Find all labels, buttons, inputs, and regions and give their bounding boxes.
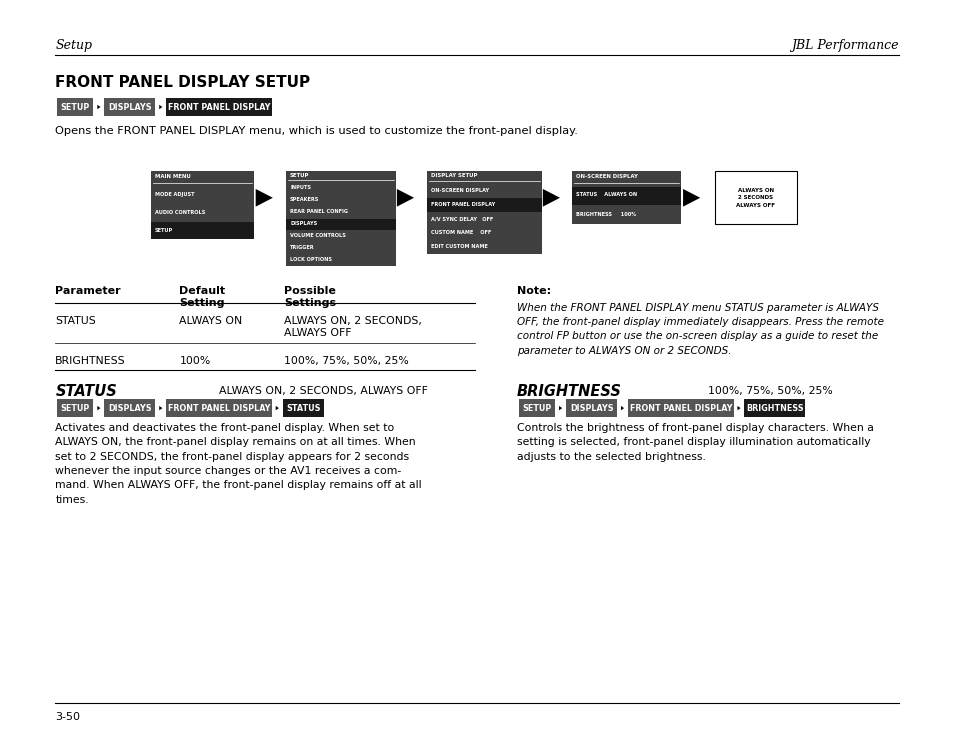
Text: SETUP: SETUP xyxy=(522,404,551,413)
Text: adjusts to the selected brightness.: adjusts to the selected brightness. xyxy=(517,452,705,462)
Text: set to 2 SECONDS, the front-panel display appears for 2 seconds: set to 2 SECONDS, the front-panel displa… xyxy=(55,452,409,462)
Text: whenever the input source changes or the AV1 receives a com-: whenever the input source changes or the… xyxy=(55,466,401,476)
Text: INPUTS: INPUTS xyxy=(290,185,311,190)
Text: DISPLAY SETUP: DISPLAY SETUP xyxy=(431,173,477,179)
Bar xyxy=(518,399,555,417)
Text: ALWAYS ON, the front-panel display remains on at all times. When: ALWAYS ON, the front-panel display remai… xyxy=(55,437,416,447)
Text: Default
Setting: Default Setting xyxy=(179,286,225,308)
Text: 100%, 75%, 50%, 25%: 100%, 75%, 50%, 25% xyxy=(284,356,409,366)
Text: Setup: Setup xyxy=(55,39,92,52)
Text: ALWAYS ON: ALWAYS ON xyxy=(179,316,242,326)
Bar xyxy=(151,171,253,239)
Text: Note:: Note: xyxy=(517,286,551,297)
Text: Parameter: Parameter xyxy=(55,286,121,297)
Bar xyxy=(743,399,804,417)
Polygon shape xyxy=(737,406,740,410)
Bar xyxy=(627,399,733,417)
Text: ALWAYS ON
2 SECONDS
ALWAYS OFF: ALWAYS ON 2 SECONDS ALWAYS OFF xyxy=(736,188,774,207)
Text: 100%: 100% xyxy=(179,356,211,366)
Polygon shape xyxy=(396,189,414,207)
Text: FRONT PANEL DISPLAY: FRONT PANEL DISPLAY xyxy=(168,404,270,413)
Text: A/V SYNC DELAY   OFF: A/V SYNC DELAY OFF xyxy=(431,216,493,221)
Text: setting is selected, front-panel display illumination automatically: setting is selected, front-panel display… xyxy=(517,437,870,447)
Bar xyxy=(286,171,395,266)
Polygon shape xyxy=(255,189,273,207)
Bar xyxy=(565,399,617,417)
Polygon shape xyxy=(558,406,561,410)
Polygon shape xyxy=(159,105,162,109)
Polygon shape xyxy=(97,105,100,109)
Bar xyxy=(57,98,93,116)
Text: When the FRONT PANEL DISPLAY menu STATUS parameter is ALWAYS: When the FRONT PANEL DISPLAY menu STATUS… xyxy=(517,303,878,313)
Polygon shape xyxy=(620,406,623,410)
Text: SETUP: SETUP xyxy=(290,173,309,178)
Text: AUDIO CONTROLS: AUDIO CONTROLS xyxy=(154,210,205,215)
Text: MODE ADJUST: MODE ADJUST xyxy=(154,192,193,197)
Text: OFF, the front-panel display immediately disappears. Press the remote: OFF, the front-panel display immediately… xyxy=(517,317,883,327)
Bar xyxy=(151,222,253,239)
Bar xyxy=(427,171,541,254)
Polygon shape xyxy=(275,406,278,410)
Text: FRONT PANEL DISPLAY: FRONT PANEL DISPLAY xyxy=(431,202,495,207)
Text: Opens the FRONT PANEL DISPLAY menu, which is used to customize the front-panel d: Opens the FRONT PANEL DISPLAY menu, whic… xyxy=(55,125,578,136)
Text: DISPLAYS: DISPLAYS xyxy=(569,404,613,413)
Text: 100%, 75%, 50%, 25%: 100%, 75%, 50%, 25% xyxy=(707,386,832,396)
Text: VOLUME CONTROLS: VOLUME CONTROLS xyxy=(290,233,346,238)
Text: STATUS: STATUS xyxy=(286,404,320,413)
Polygon shape xyxy=(159,406,162,410)
Bar xyxy=(282,399,323,417)
Polygon shape xyxy=(97,406,100,410)
Text: MAIN MENU: MAIN MENU xyxy=(154,174,190,179)
Text: CUSTOM NAME    OFF: CUSTOM NAME OFF xyxy=(431,230,491,235)
Text: control FP button or use the on-screen display as a guide to reset the: control FP button or use the on-screen d… xyxy=(517,331,878,342)
Text: DISPLAYS: DISPLAYS xyxy=(108,404,152,413)
Text: LOCK OPTIONS: LOCK OPTIONS xyxy=(290,258,332,262)
Bar xyxy=(286,218,395,230)
Text: FRONT PANEL DISPLAY SETUP: FRONT PANEL DISPLAY SETUP xyxy=(55,75,310,90)
Text: SETUP: SETUP xyxy=(154,227,172,232)
Text: times.: times. xyxy=(55,494,89,505)
Text: BRIGHTNESS: BRIGHTNESS xyxy=(55,356,126,366)
Bar xyxy=(572,171,680,224)
Bar xyxy=(572,187,680,205)
Polygon shape xyxy=(542,189,559,207)
Text: BRIGHTNESS     100%: BRIGHTNESS 100% xyxy=(576,212,636,217)
Text: STATUS    ALWAYS ON: STATUS ALWAYS ON xyxy=(576,193,637,198)
Text: SETUP: SETUP xyxy=(61,103,90,111)
Text: TRIGGER: TRIGGER xyxy=(290,245,314,250)
Text: SETUP: SETUP xyxy=(61,404,90,413)
Text: FRONT PANEL DISPLAY: FRONT PANEL DISPLAY xyxy=(168,103,270,111)
Text: STATUS: STATUS xyxy=(55,316,96,326)
Polygon shape xyxy=(682,189,700,207)
Text: Controls the brightness of front-panel display characters. When a: Controls the brightness of front-panel d… xyxy=(517,423,873,433)
Text: DISPLAYS: DISPLAYS xyxy=(290,221,317,227)
Text: DISPLAYS: DISPLAYS xyxy=(108,103,152,111)
Text: mand. When ALWAYS OFF, the front-panel display remains off at all: mand. When ALWAYS OFF, the front-panel d… xyxy=(55,480,421,491)
Bar xyxy=(427,199,541,212)
Text: SPEAKERS: SPEAKERS xyxy=(290,197,319,202)
Text: ON-SCREEN DISPLAY: ON-SCREEN DISPLAY xyxy=(576,174,638,179)
Text: Possible
Settings: Possible Settings xyxy=(284,286,336,308)
Bar xyxy=(104,399,155,417)
Text: EDIT CUSTOM NAME: EDIT CUSTOM NAME xyxy=(431,244,487,249)
Bar xyxy=(104,98,155,116)
Text: JBL Performance: JBL Performance xyxy=(790,39,898,52)
Bar xyxy=(714,171,796,224)
Bar xyxy=(57,399,93,417)
Text: ON-SCREEN DISPLAY: ON-SCREEN DISPLAY xyxy=(431,188,489,193)
Text: BRIGHTNESS: BRIGHTNESS xyxy=(745,404,803,413)
Text: ALWAYS ON, 2 SECONDS, ALWAYS OFF: ALWAYS ON, 2 SECONDS, ALWAYS OFF xyxy=(219,386,428,396)
Text: parameter to ALWAYS ON or 2 SECONDS.: parameter to ALWAYS ON or 2 SECONDS. xyxy=(517,345,731,356)
Text: FRONT PANEL DISPLAY: FRONT PANEL DISPLAY xyxy=(629,404,731,413)
Text: 3-50: 3-50 xyxy=(55,712,80,723)
Bar xyxy=(166,98,272,116)
Text: REAR PANEL CONFIG: REAR PANEL CONFIG xyxy=(290,210,348,214)
Text: ALWAYS ON, 2 SECONDS,
ALWAYS OFF: ALWAYS ON, 2 SECONDS, ALWAYS OFF xyxy=(284,316,422,338)
Bar xyxy=(166,399,272,417)
Text: STATUS: STATUS xyxy=(55,384,117,399)
Text: BRIGHTNESS: BRIGHTNESS xyxy=(517,384,621,399)
Text: Activates and deactivates the front-panel display. When set to: Activates and deactivates the front-pane… xyxy=(55,423,395,433)
